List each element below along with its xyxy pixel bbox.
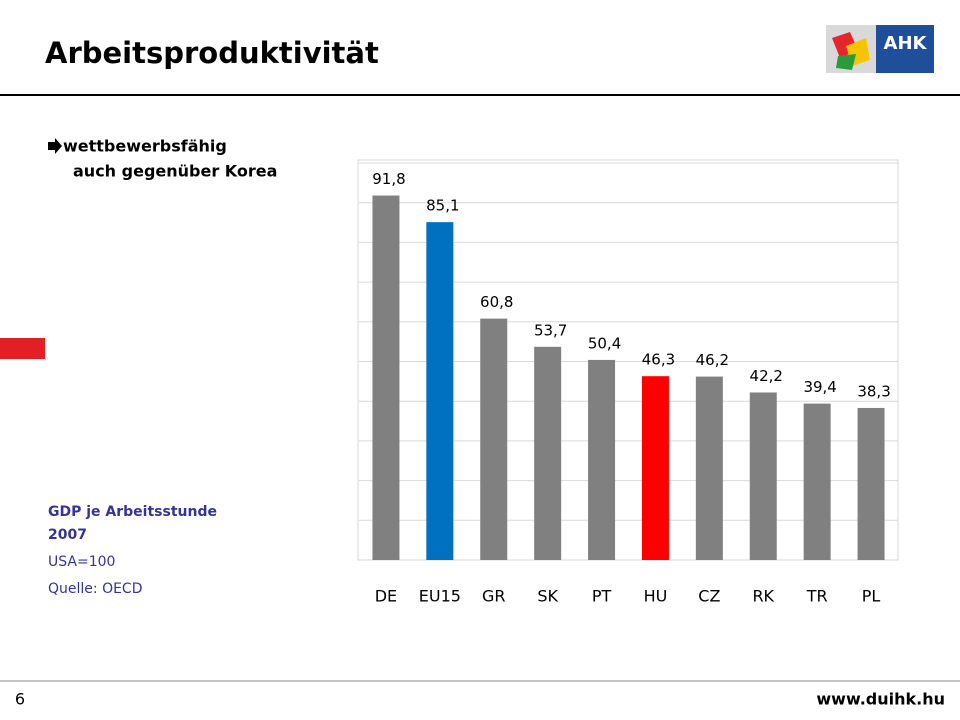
value-label: 60,8 [480, 293, 513, 311]
x-tick-label: PL [862, 587, 881, 606]
note-title: 2007 [48, 527, 87, 543]
bar [803, 403, 831, 560]
bar [641, 376, 669, 560]
x-tick-label: PT [592, 587, 612, 606]
logo-text: AHK [884, 33, 928, 54]
logo-panel [876, 25, 934, 73]
bar [426, 222, 454, 560]
bar [857, 407, 885, 560]
value-label: 38,3 [857, 382, 890, 400]
note-line: Quelle: OECD [48, 581, 143, 597]
logo-shape [836, 54, 856, 70]
x-tick-label: GR [482, 587, 506, 606]
bar [749, 392, 777, 560]
x-tick-label: CZ [698, 587, 720, 606]
value-label: 85,1 [426, 197, 459, 215]
bullet-text: wettbewerbsfähig [63, 137, 227, 156]
page-number: 6 [15, 690, 25, 709]
bar [588, 359, 616, 560]
x-tick-label: EU15 [419, 587, 461, 606]
x-tick-label: RK [752, 587, 774, 606]
x-tick-label: SK [537, 587, 558, 606]
url: www.duihk.hu [816, 690, 945, 709]
value-label: 46,3 [642, 351, 675, 369]
logo: AHK [826, 25, 934, 73]
chart: DE 91,8 EU15 85,1 GR 60,8 SK 53,7 PT 50,4 HU 46,3 CZ… [359, 162, 898, 606]
bar [534, 346, 562, 560]
note-title: GDP je Arbeitsstunde [48, 504, 217, 520]
value-label: 46,2 [696, 351, 729, 369]
red-marker [0, 338, 45, 359]
bullet-arrow [48, 138, 62, 154]
bullet-text: auch gegenüber Korea [73, 162, 277, 181]
bar [480, 318, 508, 560]
slide-title: Arbeitsproduktivität [45, 36, 379, 70]
value-label: 39,4 [803, 378, 836, 396]
note-line: USA=100 [48, 554, 115, 570]
x-tick-label: DE [375, 587, 397, 606]
bar [372, 195, 400, 560]
x-tick-label: HU [644, 587, 668, 606]
bar [695, 376, 723, 560]
value-label: 50,4 [588, 334, 621, 352]
value-label: 42,2 [750, 367, 783, 385]
value-label: 53,7 [534, 321, 567, 339]
x-tick-label: TR [806, 587, 828, 606]
value-label: 91,8 [372, 170, 405, 188]
